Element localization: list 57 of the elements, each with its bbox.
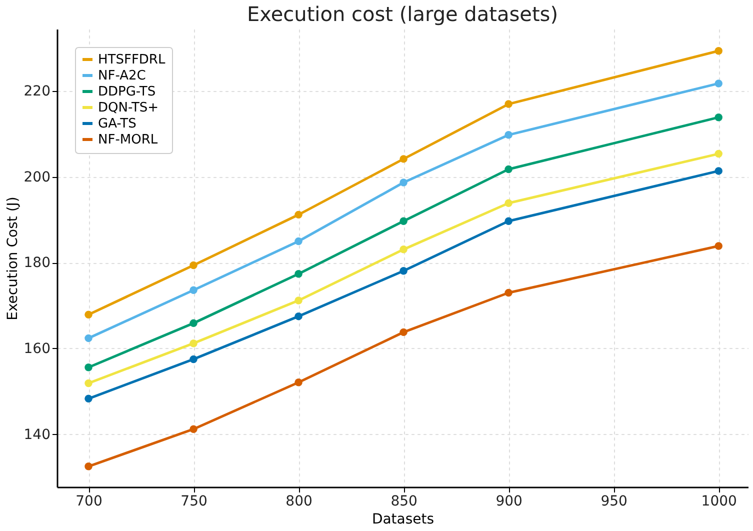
point — [504, 165, 512, 174]
x-tick-label: 900 — [496, 494, 522, 510]
point — [400, 178, 408, 186]
x-tick-label: 750 — [180, 494, 208, 510]
point — [190, 425, 198, 433]
legend-label: DQN-TS+ — [98, 100, 159, 116]
y-tick-label: 140 — [24, 426, 50, 443]
point — [714, 167, 722, 175]
point — [400, 328, 408, 336]
point — [504, 217, 512, 225]
point — [294, 312, 302, 320]
point — [714, 47, 722, 55]
legend-label: NF-A2C — [98, 68, 146, 84]
point — [190, 286, 198, 294]
x-tick-label: 850 — [390, 494, 418, 510]
point — [400, 217, 408, 225]
point — [714, 113, 722, 122]
point — [504, 100, 512, 108]
point — [714, 242, 722, 250]
point — [190, 261, 198, 270]
legend-label: HTSFFDRL — [98, 52, 166, 68]
point — [714, 80, 722, 88]
point — [84, 363, 92, 372]
point — [84, 394, 92, 403]
x-tick-label: 950 — [600, 494, 628, 510]
point — [84, 379, 92, 388]
point — [504, 131, 512, 139]
point — [294, 270, 302, 278]
point — [84, 310, 92, 318]
y-tick-label: 180 — [24, 255, 50, 272]
point — [294, 237, 302, 246]
point — [84, 334, 92, 342]
point — [294, 296, 302, 304]
point — [400, 246, 408, 254]
point — [84, 462, 92, 470]
y-tick-label: 200 — [24, 169, 50, 186]
point — [400, 267, 408, 275]
point — [400, 155, 408, 163]
x-tick-label: 1000 — [701, 494, 737, 510]
legend-label: DDPG-TS — [98, 84, 156, 100]
x-axis-title: Datasets — [372, 512, 434, 528]
x-tick-label: 800 — [286, 494, 312, 510]
legend-label: GA-TS — [98, 116, 136, 132]
y-tick-label: 220 — [24, 84, 50, 100]
point — [504, 288, 512, 297]
point — [714, 150, 722, 158]
point — [190, 319, 198, 328]
y-tick-label: 160 — [24, 340, 50, 357]
point — [504, 199, 512, 207]
point — [190, 339, 198, 348]
point — [294, 378, 302, 386]
point — [294, 210, 302, 219]
point — [190, 355, 198, 364]
y-axis-title: Execution Cost (J) — [4, 196, 21, 320]
chart-title: Execution cost (large datasets) — [246, 2, 558, 26]
legend-label: NF-MORL — [98, 132, 158, 148]
x-tick-label: 700 — [76, 494, 102, 510]
